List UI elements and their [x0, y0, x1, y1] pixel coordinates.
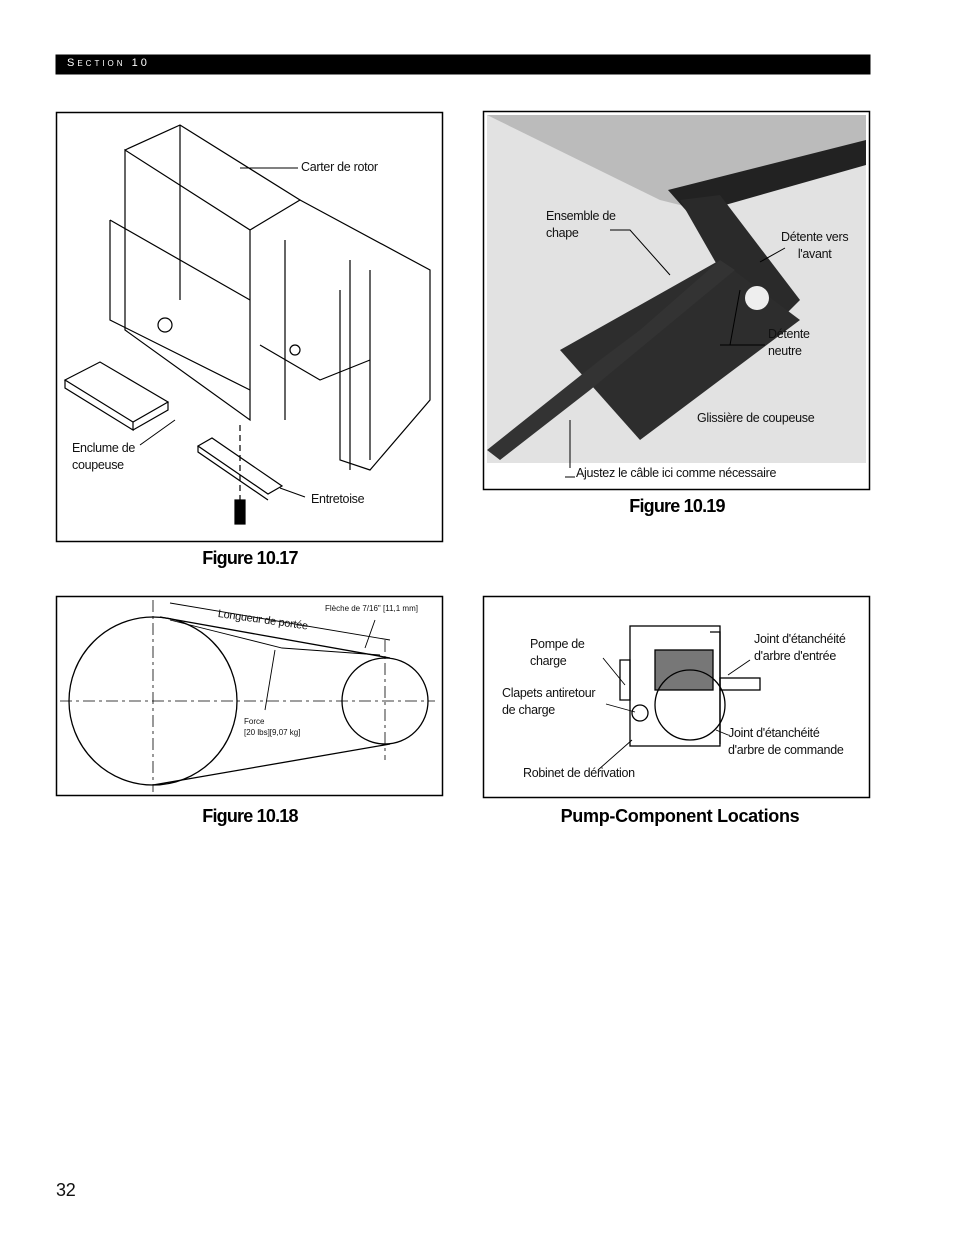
photo [487, 115, 866, 463]
label: Ajustez le câble ici comme nécessaire [576, 466, 777, 480]
figure-caption: Figure 10.18 [202, 806, 298, 826]
label: Clapets antiretour de charge [502, 686, 596, 717]
pump-drawing [597, 625, 761, 771]
header-bar [55, 54, 871, 75]
figure-frame [55, 111, 444, 543]
label: Carter de rotor [301, 160, 378, 174]
label: Détente vers l'avant [781, 230, 849, 261]
label: Ensemble de chape [546, 209, 616, 240]
label: Entretoise [311, 492, 365, 506]
figure-frame [55, 595, 444, 797]
label: Force [20 lbs][9,07 kg] [244, 717, 301, 737]
label: Joint d'étanchéité d'arbre d'entrée [754, 632, 846, 663]
label: Détente neutre [768, 327, 810, 358]
figure-caption: Pump-Component Locations [560, 806, 800, 826]
label: Joint d'étanchéité d'arbre de commande [728, 726, 844, 757]
label: Flèche de 7/16" [11,1 mm] [325, 604, 418, 613]
figure-caption: Figure 10.17 [202, 548, 298, 568]
label: Pompe de charge [530, 637, 585, 668]
callout-lines [565, 229, 786, 478]
figure-caption: Figure 10.19 [629, 496, 725, 516]
belt-drawing [60, 600, 435, 792]
figure-frame [482, 110, 871, 491]
rotor-housing-drawing [63, 124, 431, 525]
label: Glissière de coupeuse [697, 411, 815, 425]
label: Enclume de coupeuse [72, 441, 136, 472]
label: Robinet de dérivation [523, 766, 635, 780]
section-header: Section 10 [67, 57, 150, 69]
figure-frame [482, 595, 871, 799]
page-number: 32 [56, 1180, 76, 1200]
